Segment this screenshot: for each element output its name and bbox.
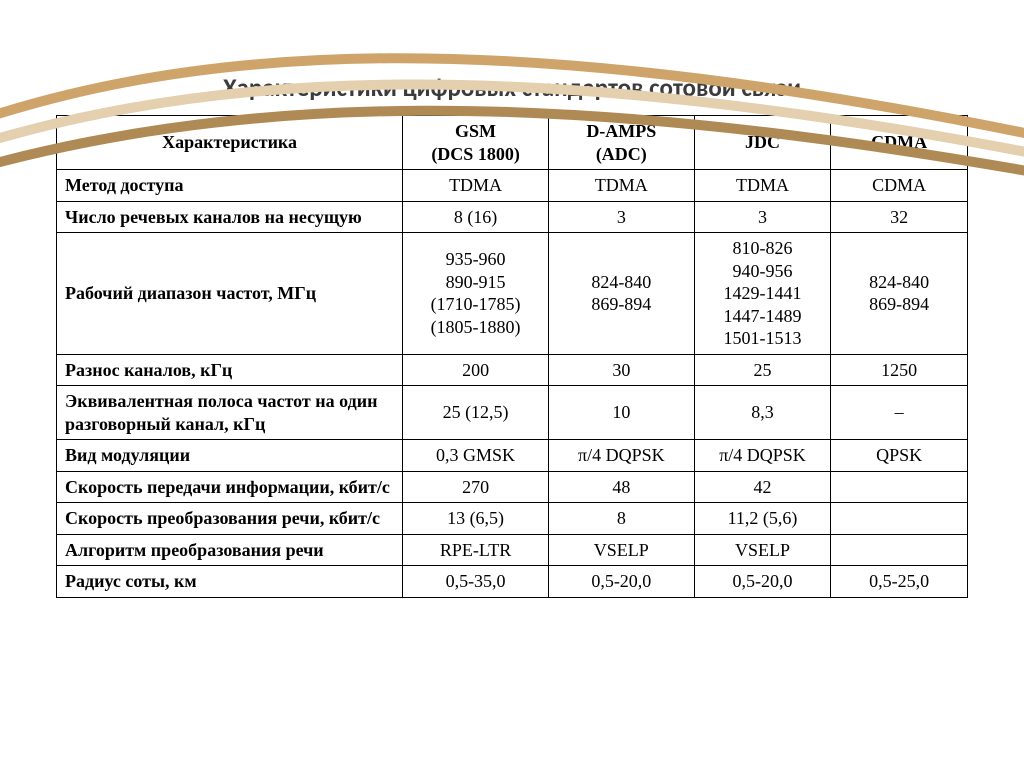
cell: CDMA — [831, 170, 968, 202]
cell: 0,5-20,0 — [548, 566, 694, 598]
cell: π/4 DQPSK — [694, 440, 831, 472]
table-row: Вид модуляции 0,3 GMSK π/4 DQPSK π/4 DQP… — [57, 440, 968, 472]
cell: VSELP — [694, 534, 831, 566]
row-label: Эквивалентная полоса частот на один разг… — [57, 386, 403, 440]
cell: 0,3 GMSK — [403, 440, 549, 472]
table-row: Рабочий диапазон частот, МГц 935-960 890… — [57, 233, 968, 355]
cell: 270 — [403, 471, 549, 503]
cell: 8 (16) — [403, 201, 549, 233]
cell: 8,3 — [694, 386, 831, 440]
cell: 13 (6,5) — [403, 503, 549, 535]
cell: 935-960 890-915 (1710-1785) (1805-1880) — [403, 233, 549, 355]
page-title: Характеристики цифровых стандартов сотов… — [60, 72, 964, 103]
row-label: Рабочий диапазон частот, МГц — [57, 233, 403, 355]
row-label: Разнос каналов, кГц — [57, 354, 403, 386]
cell: 0,5-20,0 — [694, 566, 831, 598]
row-label: Метод доступа — [57, 170, 403, 202]
cell: 824-840 869-894 — [831, 233, 968, 355]
table-row: Метод доступа TDMA TDMA TDMA CDMA — [57, 170, 968, 202]
row-label: Радиус соты, км — [57, 566, 403, 598]
cell: 48 — [548, 471, 694, 503]
col-header-damps: D-AMPS (ADC) — [548, 116, 694, 170]
cell: 25 — [694, 354, 831, 386]
cell: 42 — [694, 471, 831, 503]
row-label: Алгоритм преобразования речи — [57, 534, 403, 566]
table-row: Алгоритм преобразования речи RPE-LTR VSE… — [57, 534, 968, 566]
cell — [831, 471, 968, 503]
cell: – — [831, 386, 968, 440]
table-header-row: Характеристика GSM (DCS 1800) D-AMPS (AD… — [57, 116, 968, 170]
cell: 1250 — [831, 354, 968, 386]
cell: 10 — [548, 386, 694, 440]
row-label: Скорость передачи информации, кбит/с — [57, 471, 403, 503]
col-header-gsm: GSM (DCS 1800) — [403, 116, 549, 170]
cell — [831, 534, 968, 566]
cell: 25 (12,5) — [403, 386, 549, 440]
cell: QPSK — [831, 440, 968, 472]
table-row: Эквивалентная полоса частот на один разг… — [57, 386, 968, 440]
cell: RPE-LTR — [403, 534, 549, 566]
cell: 32 — [831, 201, 968, 233]
cell: 30 — [548, 354, 694, 386]
row-label: Число речевых каналов на несущую — [57, 201, 403, 233]
cell: TDMA — [403, 170, 549, 202]
table-row: Число речевых каналов на несущую 8 (16) … — [57, 201, 968, 233]
table-row: Разнос каналов, кГц 200 30 25 1250 — [57, 354, 968, 386]
table-row: Скорость преобразования речи, кбит/с 13 … — [57, 503, 968, 535]
col-header-characteristic: Характеристика — [57, 116, 403, 170]
row-label: Скорость преобразования речи, кбит/с — [57, 503, 403, 535]
row-label: Вид модуляции — [57, 440, 403, 472]
cell — [831, 503, 968, 535]
table-row: Скорость передачи информации, кбит/с 270… — [57, 471, 968, 503]
spec-table: Характеристика GSM (DCS 1800) D-AMPS (AD… — [56, 115, 968, 598]
cell: 3 — [548, 201, 694, 233]
cell: 11,2 (5,6) — [694, 503, 831, 535]
cell: π/4 DQPSK — [548, 440, 694, 472]
cell: 0,5-35,0 — [403, 566, 549, 598]
cell: VSELP — [548, 534, 694, 566]
col-header-jdc: JDC — [694, 116, 831, 170]
spec-table-container: Характеристика GSM (DCS 1800) D-AMPS (AD… — [56, 115, 968, 598]
col-header-cdma: CDMA — [831, 116, 968, 170]
cell: 200 — [403, 354, 549, 386]
cell: TDMA — [694, 170, 831, 202]
cell: 3 — [694, 201, 831, 233]
cell: 824-840 869-894 — [548, 233, 694, 355]
cell: 8 — [548, 503, 694, 535]
cell: TDMA — [548, 170, 694, 202]
table-body: Метод доступа TDMA TDMA TDMA CDMA Число … — [57, 170, 968, 598]
cell: 0,5-25,0 — [831, 566, 968, 598]
cell: 810-826 940-956 1429-1441 1447-1489 1501… — [694, 233, 831, 355]
table-row: Радиус соты, км 0,5-35,0 0,5-20,0 0,5-20… — [57, 566, 968, 598]
